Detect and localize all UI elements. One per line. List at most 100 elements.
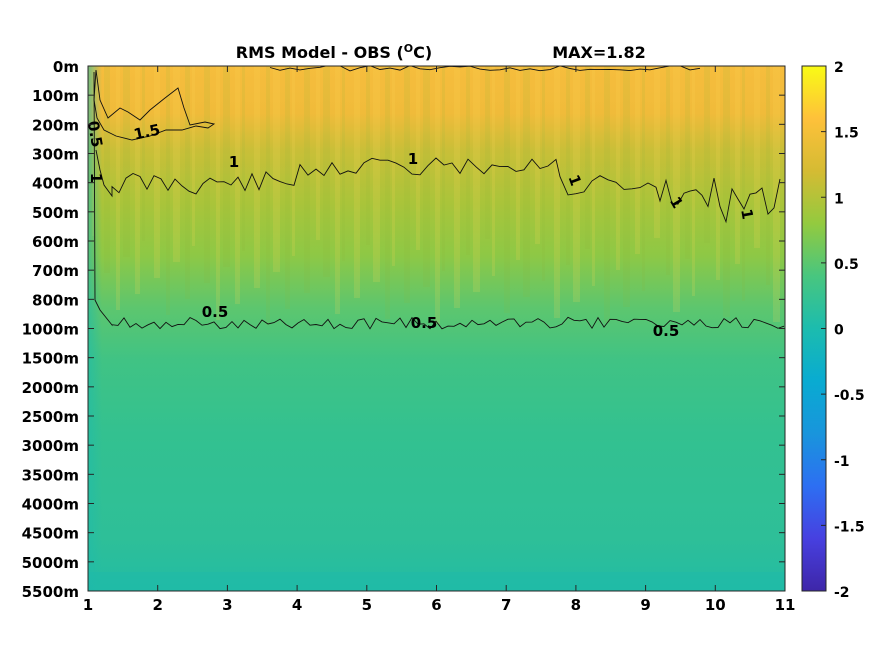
field-stripe: [223, 66, 230, 267]
field-stripe: [592, 66, 595, 286]
colorbar-ticks: 2 1.5 1 0.5 0 -0.5 -1 -1.5 -2: [821, 60, 865, 601]
field-stripe: [116, 66, 120, 310]
field-stripe: [492, 66, 495, 276]
field-stripe: [404, 66, 410, 303]
y-tick-label: 400m: [32, 175, 79, 193]
colorbar-tick-label: 1: [834, 191, 844, 207]
contour-label: 1: [737, 207, 757, 220]
field-stripe: [754, 66, 760, 248]
x-tick-label: 3: [222, 596, 232, 614]
colorbar-tick-label: -1.5: [834, 519, 865, 535]
contour-label: 1: [408, 150, 418, 168]
colorbar-tick-label: 0.5: [834, 257, 859, 273]
field-stripe: [585, 66, 590, 249]
contour-lines: [93, 66, 785, 330]
y-tick-label: 4500m: [22, 525, 79, 543]
field-stripe: [235, 66, 240, 304]
field-stripe: [192, 66, 195, 246]
field-stripe: [704, 66, 710, 243]
field-stripe: [142, 66, 145, 241]
field-stripe: [304, 66, 310, 293]
field-stripe: [366, 66, 370, 245]
field-stripe: [523, 66, 530, 297]
field-stripe: [123, 66, 130, 257]
contour-line-1.5: [93, 69, 216, 141]
y-tick-label: 200m: [32, 116, 79, 134]
y-tick-label: 800m: [32, 291, 79, 309]
field-stripe: [442, 66, 445, 271]
field-left-edge: [88, 66, 102, 591]
y-tick-label: 300m: [32, 146, 79, 164]
y-tick-label: 1000m: [22, 321, 79, 339]
x-tick-label: 1: [83, 596, 93, 614]
field-stripe: [254, 66, 260, 288]
field-stripe: [285, 66, 290, 309]
field-stripe: [342, 66, 345, 261]
field-stripe: [742, 66, 745, 301]
field-stripe: [423, 66, 430, 287]
contour-label: 0.5: [653, 322, 680, 340]
field-stripe: [154, 66, 160, 278]
y-tick-label: 3000m: [22, 437, 79, 455]
colorbar-tick-label: 1.5: [834, 126, 859, 142]
field-stripe: [104, 66, 110, 273]
colorbar-tick-label: -2: [834, 585, 850, 601]
field-stripe: [466, 66, 470, 255]
y-tick-label: 4000m: [22, 496, 79, 514]
field-stripe: [535, 66, 540, 244]
y-tick-label: 5500m: [22, 583, 79, 601]
colorbar-tick-label: 0: [834, 323, 844, 339]
field-stripe: [373, 66, 380, 282]
contour-label: 0.5: [411, 314, 438, 332]
field-stripe: [554, 66, 560, 318]
y-tick-label: 5000m: [22, 554, 79, 572]
field-stripe: [473, 66, 480, 292]
y-tick-label: 500m: [32, 204, 79, 222]
field-stripe: [316, 66, 320, 240]
field-stripe: [635, 66, 640, 254]
field-stripe: [692, 66, 695, 296]
contour-label: 0.5: [202, 303, 229, 321]
y-tick-label: 600m: [32, 233, 79, 251]
contour-label: 1: [87, 173, 105, 183]
y-axis: 0m 100m 200m 300m 400m 500m 600m 700m 800m 1000m 1…: [22, 58, 785, 601]
field-stripe: [185, 66, 190, 299]
contour-line-top: [269, 66, 701, 72]
field-stripe: [354, 66, 360, 298]
x-tick-label: 6: [431, 596, 441, 614]
field-stripe: [454, 66, 460, 308]
field-stripe: [216, 66, 220, 320]
field-stripe: [292, 66, 295, 256]
contour-label: 0.5: [84, 119, 106, 148]
field-stripe: [642, 66, 645, 291]
field-stripe: [204, 66, 210, 283]
field-stripe: [385, 66, 390, 319]
field-stripe: [766, 66, 770, 285]
chart-title: RMS Model - OBS (OC): [236, 42, 432, 62]
field-stripe: [616, 66, 620, 270]
field-stripe: [566, 66, 570, 265]
y-tick-label: 0m: [53, 58, 79, 76]
contour-line-0.5: [93, 71, 785, 330]
colorbar-tick-label: -1: [834, 454, 850, 470]
field-stripe: [242, 66, 245, 251]
field-stripe: [504, 66, 510, 313]
field-stripe: [173, 66, 180, 262]
field-stripe: [542, 66, 545, 281]
field-bottom-band: [88, 572, 785, 591]
field-stripe: [673, 66, 680, 312]
x-tick-label: 2: [152, 596, 162, 614]
field-stripe: [485, 66, 490, 239]
x-tick-label: 9: [640, 596, 650, 614]
x-tick-label: 4: [292, 596, 302, 614]
x-tick-label: 11: [775, 596, 796, 614]
x-tick-label: 7: [501, 596, 511, 614]
field-stripe: [416, 66, 420, 250]
vertical-stripes: [92, 66, 780, 325]
colorbar-tick-label: 2: [834, 60, 844, 76]
y-tick-label: 1500m: [22, 350, 79, 368]
x-tick-label: 8: [571, 596, 581, 614]
